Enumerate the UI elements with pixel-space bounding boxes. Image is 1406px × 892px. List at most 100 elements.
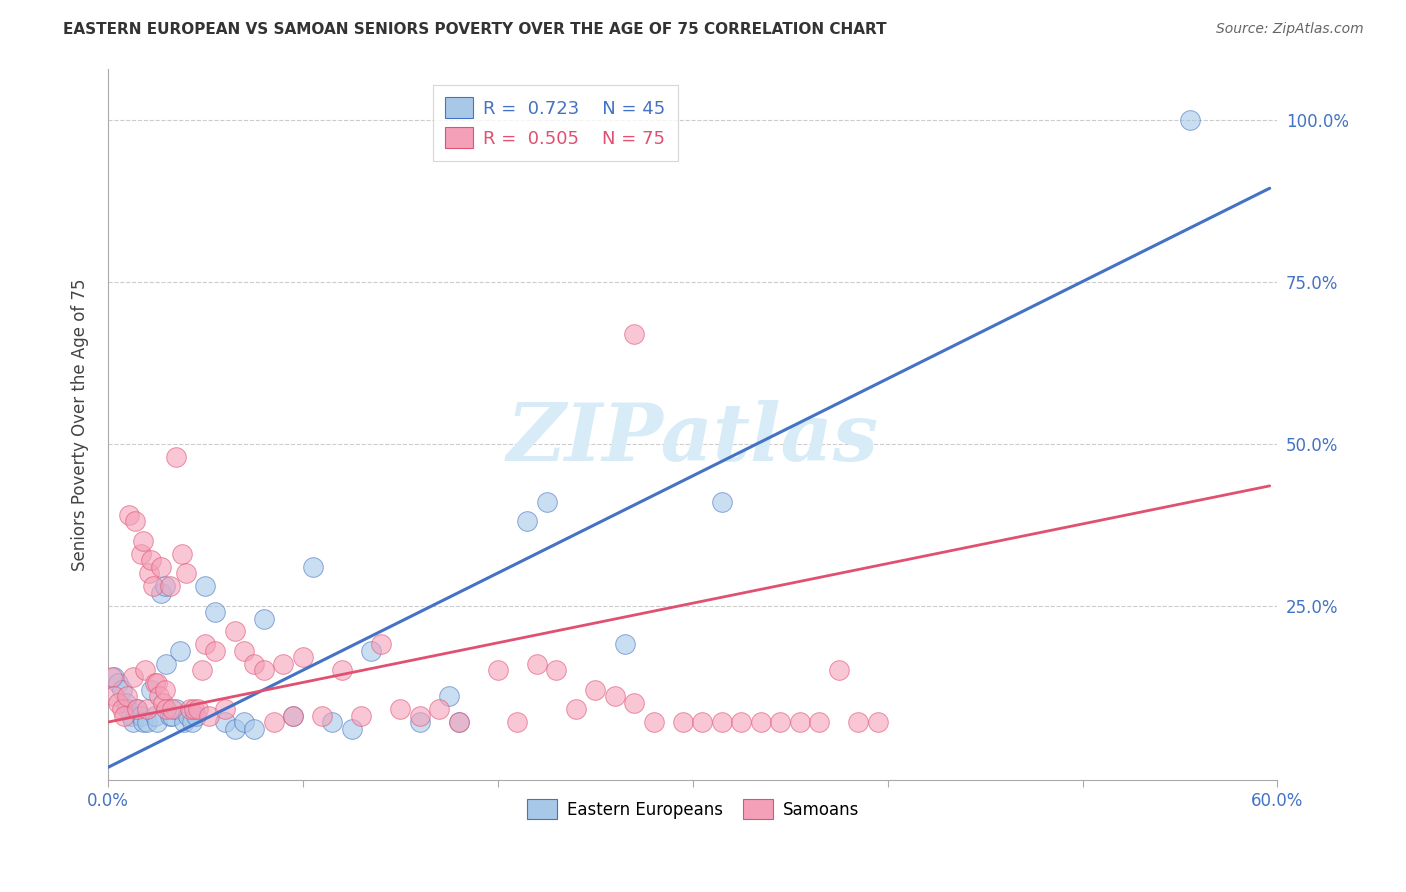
Point (145, 714, 167, 729)
Point (155, 657, 177, 671)
Point (112, 708, 135, 723)
Point (187, 702, 209, 716)
Point (132, 714, 155, 729)
Point (828, 663, 851, 677)
Point (107, 676, 129, 690)
Point (340, 722, 363, 736)
Point (142, 579, 165, 593)
Point (710, 714, 733, 729)
Point (111, 682, 134, 697)
Point (583, 682, 606, 697)
Point (789, 714, 811, 729)
Point (291, 650, 314, 665)
Point (159, 708, 181, 723)
Point (409, 714, 432, 729)
Point (486, 663, 509, 677)
Point (263, 714, 285, 729)
Point (101, 670, 124, 684)
Text: Source: ZipAtlas.com: Source: ZipAtlas.com (1216, 22, 1364, 37)
Point (283, 708, 305, 723)
Point (165, 450, 187, 464)
Point (173, 714, 195, 729)
Point (389, 702, 412, 716)
Point (145, 676, 167, 690)
Point (170, 547, 193, 561)
Point (177, 708, 200, 723)
Point (162, 702, 184, 716)
Point (117, 702, 139, 716)
Point (180, 714, 202, 729)
Point (526, 657, 548, 671)
Point (136, 714, 159, 729)
Point (153, 682, 176, 697)
Point (283, 708, 305, 723)
Point (149, 585, 172, 599)
Point (447, 714, 470, 729)
Point (643, 714, 665, 729)
Point (114, 696, 136, 710)
Point (506, 714, 529, 729)
Point (122, 714, 145, 729)
Point (623, 326, 645, 341)
Point (107, 696, 129, 710)
Point (155, 702, 177, 716)
Point (143, 676, 166, 690)
Point (103, 689, 125, 703)
Point (136, 702, 159, 716)
Point (311, 708, 333, 723)
Point (204, 644, 226, 658)
Point (117, 689, 139, 703)
Point (127, 702, 149, 716)
Point (120, 708, 142, 723)
Point (321, 714, 343, 729)
Point (169, 644, 191, 658)
Point (769, 714, 792, 729)
Point (162, 708, 184, 723)
Point (129, 708, 152, 723)
Point (253, 611, 276, 625)
Legend: Eastern Europeans, Samoans: Eastern Europeans, Samoans (520, 793, 866, 825)
Point (1178, 113, 1201, 128)
Point (808, 714, 831, 729)
Point (613, 637, 636, 651)
Text: ZIPatlas: ZIPatlas (506, 400, 879, 477)
Point (124, 515, 146, 529)
Point (447, 714, 470, 729)
Point (536, 495, 558, 509)
Point (165, 702, 187, 716)
Point (139, 682, 162, 697)
Point (159, 579, 181, 593)
Point (129, 547, 152, 561)
Point (409, 708, 432, 723)
Y-axis label: Seniors Poverty Over the Age of 75: Seniors Poverty Over the Age of 75 (72, 278, 89, 571)
Point (360, 644, 382, 658)
Point (148, 689, 170, 703)
Point (243, 722, 266, 736)
Point (350, 708, 373, 723)
Text: EASTERN EUROPEAN VS SAMOAN SENIORS POVERTY OVER THE AGE OF 75 CORRELATION CHART: EASTERN EUROPEAN VS SAMOAN SENIORS POVER… (63, 22, 887, 37)
Point (224, 624, 246, 639)
Point (214, 702, 236, 716)
Point (183, 702, 205, 716)
Point (127, 702, 149, 716)
Point (253, 663, 276, 677)
Point (565, 702, 588, 716)
Point (546, 663, 568, 677)
Point (194, 579, 217, 593)
Point (603, 689, 626, 703)
Point (149, 559, 172, 574)
Point (672, 714, 695, 729)
Point (103, 670, 125, 684)
Point (184, 708, 207, 723)
Point (139, 553, 162, 567)
Point (370, 637, 392, 651)
Point (198, 708, 221, 723)
Point (516, 515, 538, 529)
Point (190, 663, 212, 677)
Point (866, 714, 889, 729)
Point (437, 689, 460, 703)
Point (153, 579, 176, 593)
Point (214, 714, 236, 729)
Point (749, 714, 772, 729)
Point (152, 696, 174, 710)
